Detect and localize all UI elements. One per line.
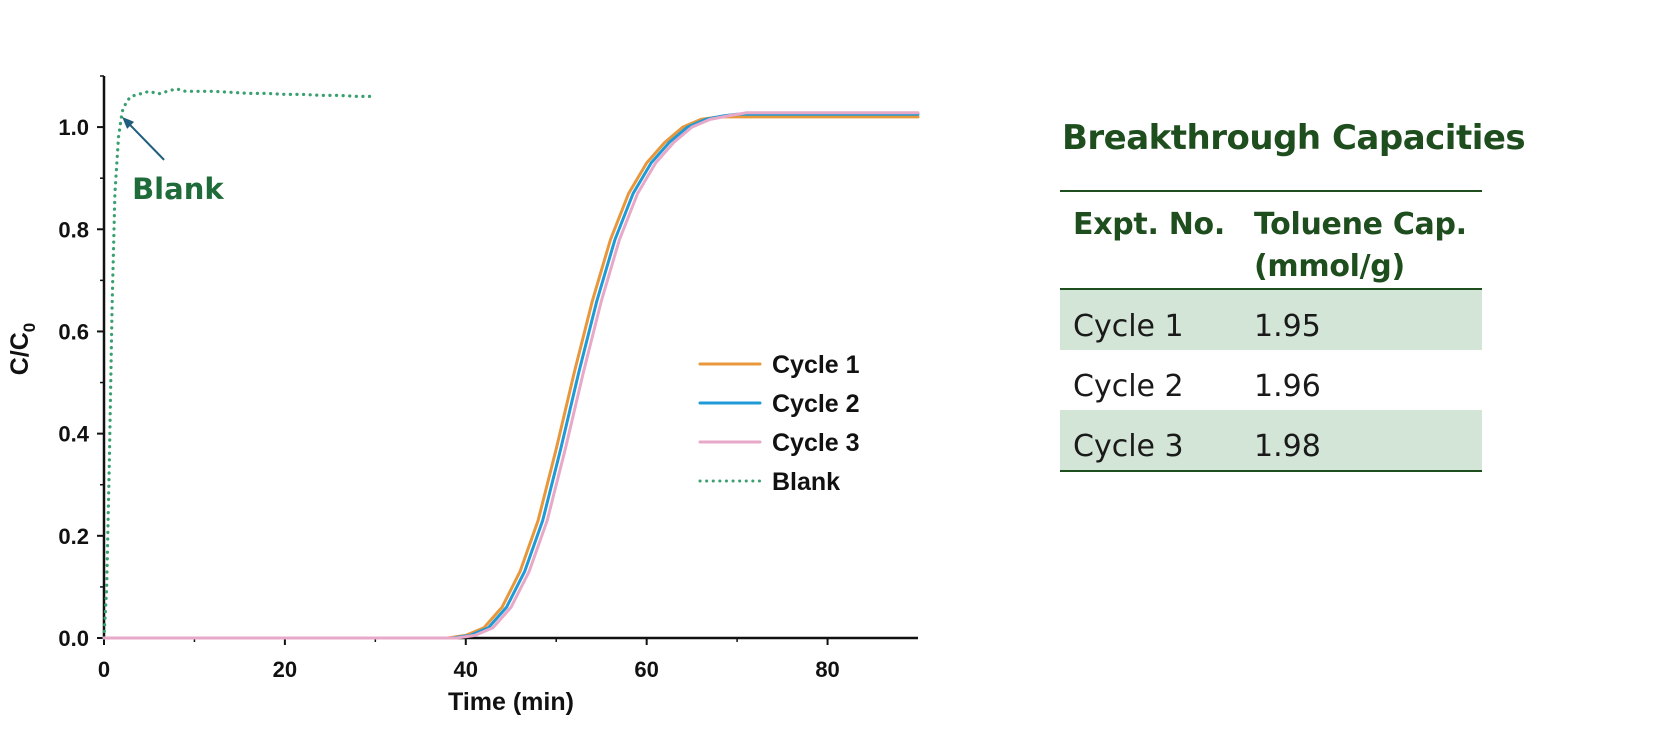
x-axis-title: Time (min) (448, 688, 574, 716)
cell-cap: 1.95 (1254, 309, 1321, 344)
legend-label: Cycle 2 (772, 390, 860, 418)
x-tick-label: 20 (273, 657, 297, 682)
annotation-label: Blank (132, 172, 224, 206)
y-tick-label: 0.8 (58, 217, 89, 242)
table-row: Cycle 3 1.98 (1060, 410, 1482, 471)
cell-expt: Cycle 3 (1073, 429, 1184, 464)
y-tick-label: 0.0 (58, 626, 89, 651)
cell-cap: 1.96 (1254, 369, 1321, 404)
table-row: Cycle 2 1.96 (1060, 350, 1482, 410)
y-axis-title-subscript: 0 (20, 323, 39, 332)
x-tick-label: 60 (634, 657, 658, 682)
breakthrough-table-panel: Breakthrough Capacities Expt. No. Toluen… (1060, 118, 1526, 472)
breakthrough-chart: 0 20 40 60 80 0.0 0.2 0.4 0.6 0.8 1.0 Time (min) C/C… (6, 75, 920, 716)
legend-label: Cycle 1 (772, 351, 860, 379)
header-toluene-cap: Toluene Cap. (mmol/g) (1241, 191, 1482, 290)
table-header-row: Expt. No. Toluene Cap. (mmol/g) (1060, 191, 1482, 290)
legend-label: Blank (772, 468, 840, 496)
cell-cap: 1.98 (1254, 429, 1321, 464)
y-tick-label: 0.4 (58, 422, 89, 447)
y-axis-title: C/C0 (6, 323, 39, 376)
y-tick-label: 1.0 (58, 115, 89, 140)
cell-expt: Cycle 1 (1073, 309, 1184, 344)
x-tick-label: 0 (98, 657, 110, 682)
table-row: Cycle 1 1.95 (1060, 289, 1482, 350)
chart-svg: 0 20 40 60 80 0.0 0.2 0.4 0.6 0.8 1.0 Time (min) C/C… (6, 75, 920, 716)
y-tick-label: 0.6 (58, 319, 89, 344)
table-title: Breakthrough Capacities (1062, 118, 1526, 158)
series-line-blank (102, 87, 377, 640)
x-tick-label: 40 (454, 657, 478, 682)
series-line-cycle-1 (102, 115, 920, 640)
annotation-arrowhead (122, 116, 135, 129)
y-tick-label: 0.2 (58, 524, 89, 549)
header-expt-no: Expt. No. (1060, 191, 1241, 290)
annotation-arrow-line (126, 121, 165, 161)
cell-expt: Cycle 2 (1073, 369, 1184, 404)
y-axis-title-main: C/C (6, 332, 34, 375)
capacities-table: Expt. No. Toluene Cap. (mmol/g) Cycle 1 … (1060, 190, 1482, 472)
x-tick-label: 80 (815, 657, 839, 682)
legend-label: Cycle 3 (772, 429, 860, 457)
series-line-cycle-3 (102, 111, 920, 640)
